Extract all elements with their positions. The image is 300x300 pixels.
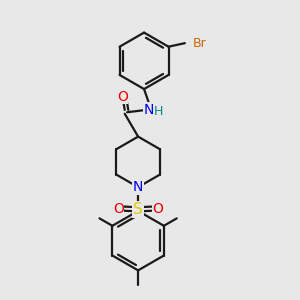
Text: O: O bbox=[113, 202, 124, 216]
Text: O: O bbox=[153, 202, 164, 216]
Text: O: O bbox=[117, 90, 128, 104]
Text: N: N bbox=[144, 103, 154, 117]
Text: H: H bbox=[154, 105, 163, 118]
Text: Br: Br bbox=[192, 37, 206, 50]
Text: N: N bbox=[133, 180, 143, 194]
Text: S: S bbox=[133, 202, 143, 217]
